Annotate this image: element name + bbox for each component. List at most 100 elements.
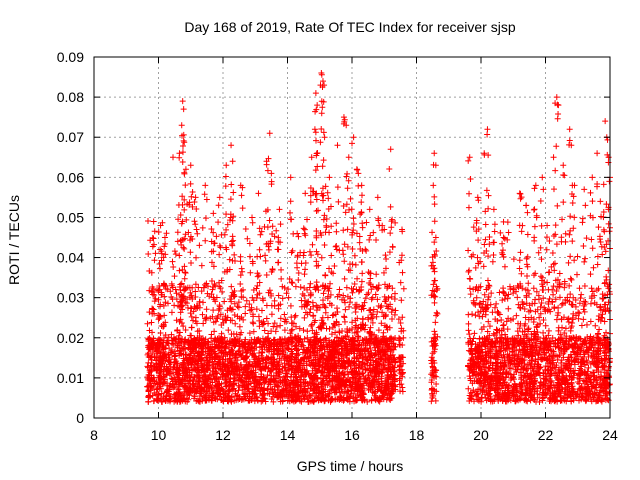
data-point (546, 295, 553, 302)
data-point (246, 240, 253, 247)
data-point (351, 252, 358, 259)
data-point (341, 258, 348, 265)
data-point (358, 278, 365, 285)
data-point (271, 297, 278, 304)
data-point (193, 226, 200, 233)
data-point (263, 271, 270, 278)
data-point (362, 295, 369, 302)
data-point (295, 269, 302, 276)
data-point (359, 315, 366, 322)
data-point (300, 327, 307, 334)
data-point (549, 286, 556, 293)
data-point (168, 294, 175, 301)
data-point (374, 296, 381, 303)
data-point (484, 277, 491, 284)
data-point (503, 318, 510, 325)
data-point (231, 251, 238, 258)
data-point (163, 230, 170, 237)
data-point (531, 237, 538, 244)
data-point (346, 303, 353, 310)
data-point (578, 291, 585, 298)
data-point (378, 302, 385, 309)
data-point (432, 397, 439, 404)
data-point (190, 317, 197, 324)
data-point (373, 313, 380, 320)
data-point (550, 291, 557, 298)
data-point (242, 310, 249, 317)
data-point (292, 312, 299, 319)
data-point (352, 261, 359, 268)
data-point (161, 335, 168, 342)
data-point (573, 271, 580, 278)
data-point (332, 329, 339, 336)
data-point (248, 306, 255, 313)
data-point (314, 251, 321, 258)
data-point (199, 299, 206, 306)
data-point (354, 275, 361, 282)
data-point (228, 283, 235, 290)
data-point (287, 302, 294, 309)
data-point (466, 331, 473, 338)
data-point (173, 317, 180, 324)
data-point (471, 300, 478, 307)
data-point (569, 238, 576, 245)
data-point (198, 262, 205, 269)
data-point (304, 328, 311, 335)
data-point (263, 315, 270, 322)
data-point (432, 319, 439, 326)
data-point (562, 230, 569, 237)
data-point (235, 387, 242, 394)
data-point (390, 340, 397, 347)
data-point (211, 328, 218, 335)
data-point (162, 299, 169, 306)
data-point (145, 218, 152, 225)
data-point (281, 327, 288, 334)
data-point (589, 245, 596, 252)
data-point (576, 285, 583, 292)
data-point (264, 372, 271, 379)
data-point (246, 253, 253, 260)
data-point (246, 330, 253, 337)
data-point (285, 286, 292, 293)
data-point (176, 252, 183, 259)
data-point (356, 287, 363, 294)
data-point (330, 382, 337, 389)
data-point (331, 263, 338, 270)
data-point (309, 241, 316, 248)
data-point (510, 256, 517, 263)
data-point (472, 312, 479, 319)
data-point (542, 322, 549, 329)
data-point (431, 299, 438, 306)
data-point (567, 291, 574, 298)
data-point (188, 324, 195, 331)
data-point (324, 314, 331, 321)
data-point (378, 320, 385, 327)
data-point (359, 302, 366, 309)
data-point (215, 307, 222, 314)
data-point (196, 242, 203, 249)
data-point (173, 290, 180, 297)
data-point (225, 327, 232, 334)
data-point (367, 232, 374, 239)
grid-lines (94, 57, 610, 418)
data-point (231, 311, 238, 318)
data-point (364, 291, 371, 298)
data-point (349, 319, 356, 326)
data-point (273, 227, 280, 234)
data-point (278, 357, 285, 364)
data-point (553, 287, 560, 294)
data-point (268, 311, 275, 318)
data-point (545, 327, 552, 334)
data-point (304, 334, 311, 341)
data-point (583, 321, 590, 328)
data-point (158, 390, 165, 397)
data-point (181, 275, 188, 282)
data-point (216, 251, 223, 258)
data-point (391, 290, 398, 297)
data-point (313, 307, 320, 314)
data-point (200, 320, 207, 327)
data-point (232, 320, 239, 327)
data-point (493, 300, 500, 307)
data-point (518, 228, 525, 235)
data-point (574, 253, 581, 260)
